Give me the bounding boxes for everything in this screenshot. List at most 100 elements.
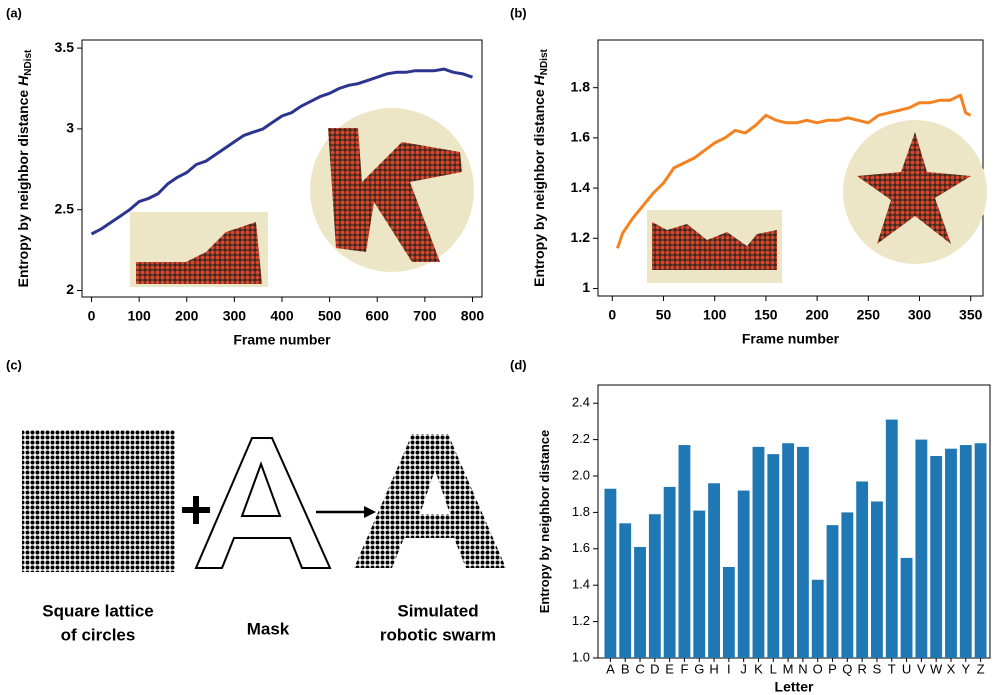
- x-tick-label: 200: [175, 308, 199, 324]
- line-series: [616, 93, 972, 249]
- plus-sign: [182, 496, 210, 524]
- y-axis-label: Entropy by neighbor distance: [537, 430, 552, 613]
- y-axis-label: Entropy by neighbor distance HNDist: [15, 49, 34, 287]
- bar: [959, 445, 972, 658]
- x-tick-label: 50: [656, 307, 672, 323]
- y-tick-label: 2.0: [572, 467, 590, 482]
- x-tick-label: X: [947, 661, 956, 676]
- chart: 2 2.5 3 3.5 Entropy by neighbor distance HND…: [15, 39, 485, 348]
- x-tick-label: G: [694, 661, 704, 676]
- bar: [708, 483, 720, 658]
- y-tick-label: 1.8: [571, 78, 591, 94]
- bar: [856, 481, 869, 658]
- y-tick-label: 1.4: [571, 179, 591, 195]
- x-tick-label: K: [754, 661, 763, 676]
- caption: robotic swarm: [380, 625, 496, 644]
- bar: [663, 486, 676, 658]
- bar: [915, 439, 928, 658]
- bar: [782, 443, 795, 658]
- y-tick-label: 3.5: [55, 39, 75, 55]
- bar: [634, 546, 646, 658]
- bar: [945, 448, 957, 658]
- y-axis-label-symbol: H: [15, 75, 31, 86]
- x-tick-label: 600: [366, 308, 390, 324]
- bar: [648, 514, 661, 658]
- panel-label: (d): [510, 357, 527, 372]
- bar: [930, 455, 943, 658]
- y-tick-label: 1.0: [572, 649, 590, 664]
- y-axis-label-text: Entropy by neighbor distance: [15, 90, 31, 288]
- caption: Square lattice: [42, 601, 154, 620]
- bar: [604, 488, 617, 658]
- y-tick-label: 1.6: [571, 129, 591, 145]
- x-tick-label: O: [813, 661, 823, 676]
- x-tick-label: 400: [270, 308, 294, 324]
- y-tick-label: 2.2: [572, 431, 590, 446]
- x-tick-label: 100: [703, 307, 727, 323]
- x-tick-label: 200: [805, 307, 829, 323]
- bar: [974, 443, 987, 658]
- x-axis-label: Letter: [775, 679, 814, 695]
- x-tick-label: 250: [857, 307, 881, 323]
- x-tick-label: B: [621, 661, 630, 676]
- bar: [796, 446, 809, 658]
- x-tick-label: 0: [88, 308, 96, 324]
- x-tick-label: M: [783, 661, 794, 676]
- y-tick-label: 1.6: [572, 540, 590, 555]
- x-tick-label: H: [709, 661, 718, 676]
- bar: [678, 445, 691, 658]
- y-axis-label-subscript: NDist: [23, 49, 34, 76]
- x-tick-label: E: [665, 661, 674, 676]
- y-tick-label: 1.8: [572, 504, 590, 519]
- x-tick-label: 300: [908, 307, 932, 323]
- x-tick-label: Z: [977, 661, 985, 676]
- swarm-letter: [354, 434, 506, 568]
- line-series: [90, 67, 473, 236]
- x-tick-label: Y: [961, 661, 970, 676]
- chart: 1.0 1.2 1.4 1.6 1.8 2.0 2.2 2.4 Entropy by neigh…: [537, 384, 991, 695]
- bar: [737, 490, 750, 658]
- x-tick-label: 0: [608, 307, 616, 323]
- y-axis-label-text: Entropy by neighbor distance: [537, 430, 552, 613]
- panel-label: (a): [6, 5, 22, 20]
- y-tick-label: 1.2: [571, 229, 591, 245]
- x-tick-label: Q: [842, 661, 852, 676]
- bar: [752, 446, 765, 658]
- bar: [693, 510, 706, 658]
- y-axis-label: Entropy by neighbor distance HNDist: [531, 48, 550, 286]
- caption: of circles: [61, 625, 136, 644]
- x-tick-label: V: [917, 661, 926, 676]
- caption: Mask: [247, 619, 290, 638]
- lattice: [22, 430, 175, 572]
- x-tick-label: 300: [223, 308, 247, 324]
- bar: [767, 454, 780, 658]
- bar: [885, 419, 898, 658]
- bar: [900, 557, 913, 658]
- caption: Simulated: [397, 601, 478, 620]
- insets: [130, 108, 987, 287]
- x-tick-label: D: [650, 661, 659, 676]
- chart: 1 1.2 1.4 1.6 1.8 Entropy by neighbor distanc…: [531, 39, 984, 347]
- bar: [722, 567, 735, 658]
- y-tick-label: 2.5: [55, 200, 75, 216]
- x-tick-label: 350: [959, 307, 983, 323]
- x-tick-label: R: [857, 661, 866, 676]
- bar: [811, 579, 824, 658]
- x-tick-label: W: [930, 661, 943, 676]
- x-tick-label: P: [828, 661, 837, 676]
- inset-swarm: [136, 222, 262, 284]
- x-tick-label: I: [727, 661, 731, 676]
- x-tick-label: J: [740, 661, 747, 676]
- diagram: Square lattice of circles Mask Simulated…: [22, 430, 506, 644]
- y-tick-label: 2.4: [572, 395, 590, 410]
- x-tick-label: S: [873, 661, 882, 676]
- x-tick-label: L: [770, 661, 777, 676]
- bar: [619, 523, 632, 658]
- y-tick-label: 1: [582, 279, 590, 295]
- x-tick-label: 800: [461, 308, 485, 324]
- arrow-head: [364, 506, 376, 518]
- x-tick-label: 100: [127, 308, 151, 324]
- inset-swarm: [328, 128, 462, 262]
- x-tick-label: N: [798, 661, 807, 676]
- x-tick-label: 700: [413, 308, 437, 324]
